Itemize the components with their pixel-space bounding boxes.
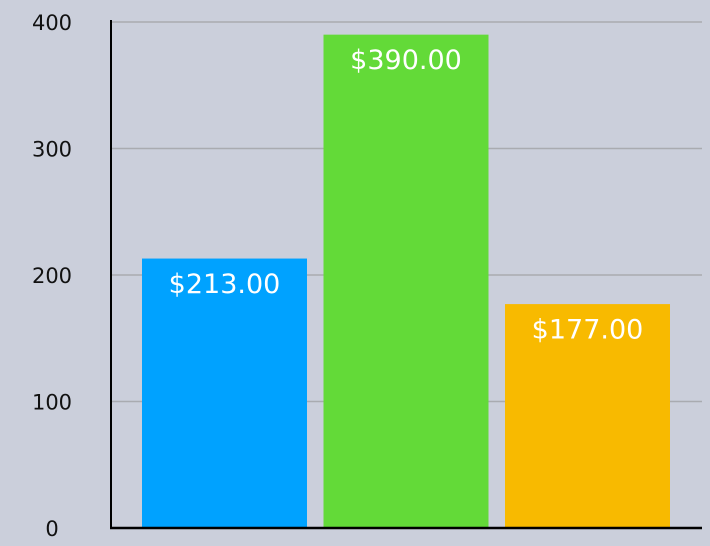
value-label: $213.00 — [169, 269, 281, 300]
y-tick-label: 400 — [32, 11, 72, 35]
y-tick-label: 200 — [32, 264, 72, 288]
bar — [323, 34, 489, 529]
value-label: $390.00 — [350, 45, 462, 76]
bar — [142, 258, 307, 528]
y-tick-label: 100 — [32, 391, 72, 415]
y-tick-label: 300 — [32, 138, 72, 162]
bar — [505, 304, 670, 528]
y-tick-label: 0 — [45, 517, 58, 541]
value-label: $177.00 — [532, 315, 644, 346]
